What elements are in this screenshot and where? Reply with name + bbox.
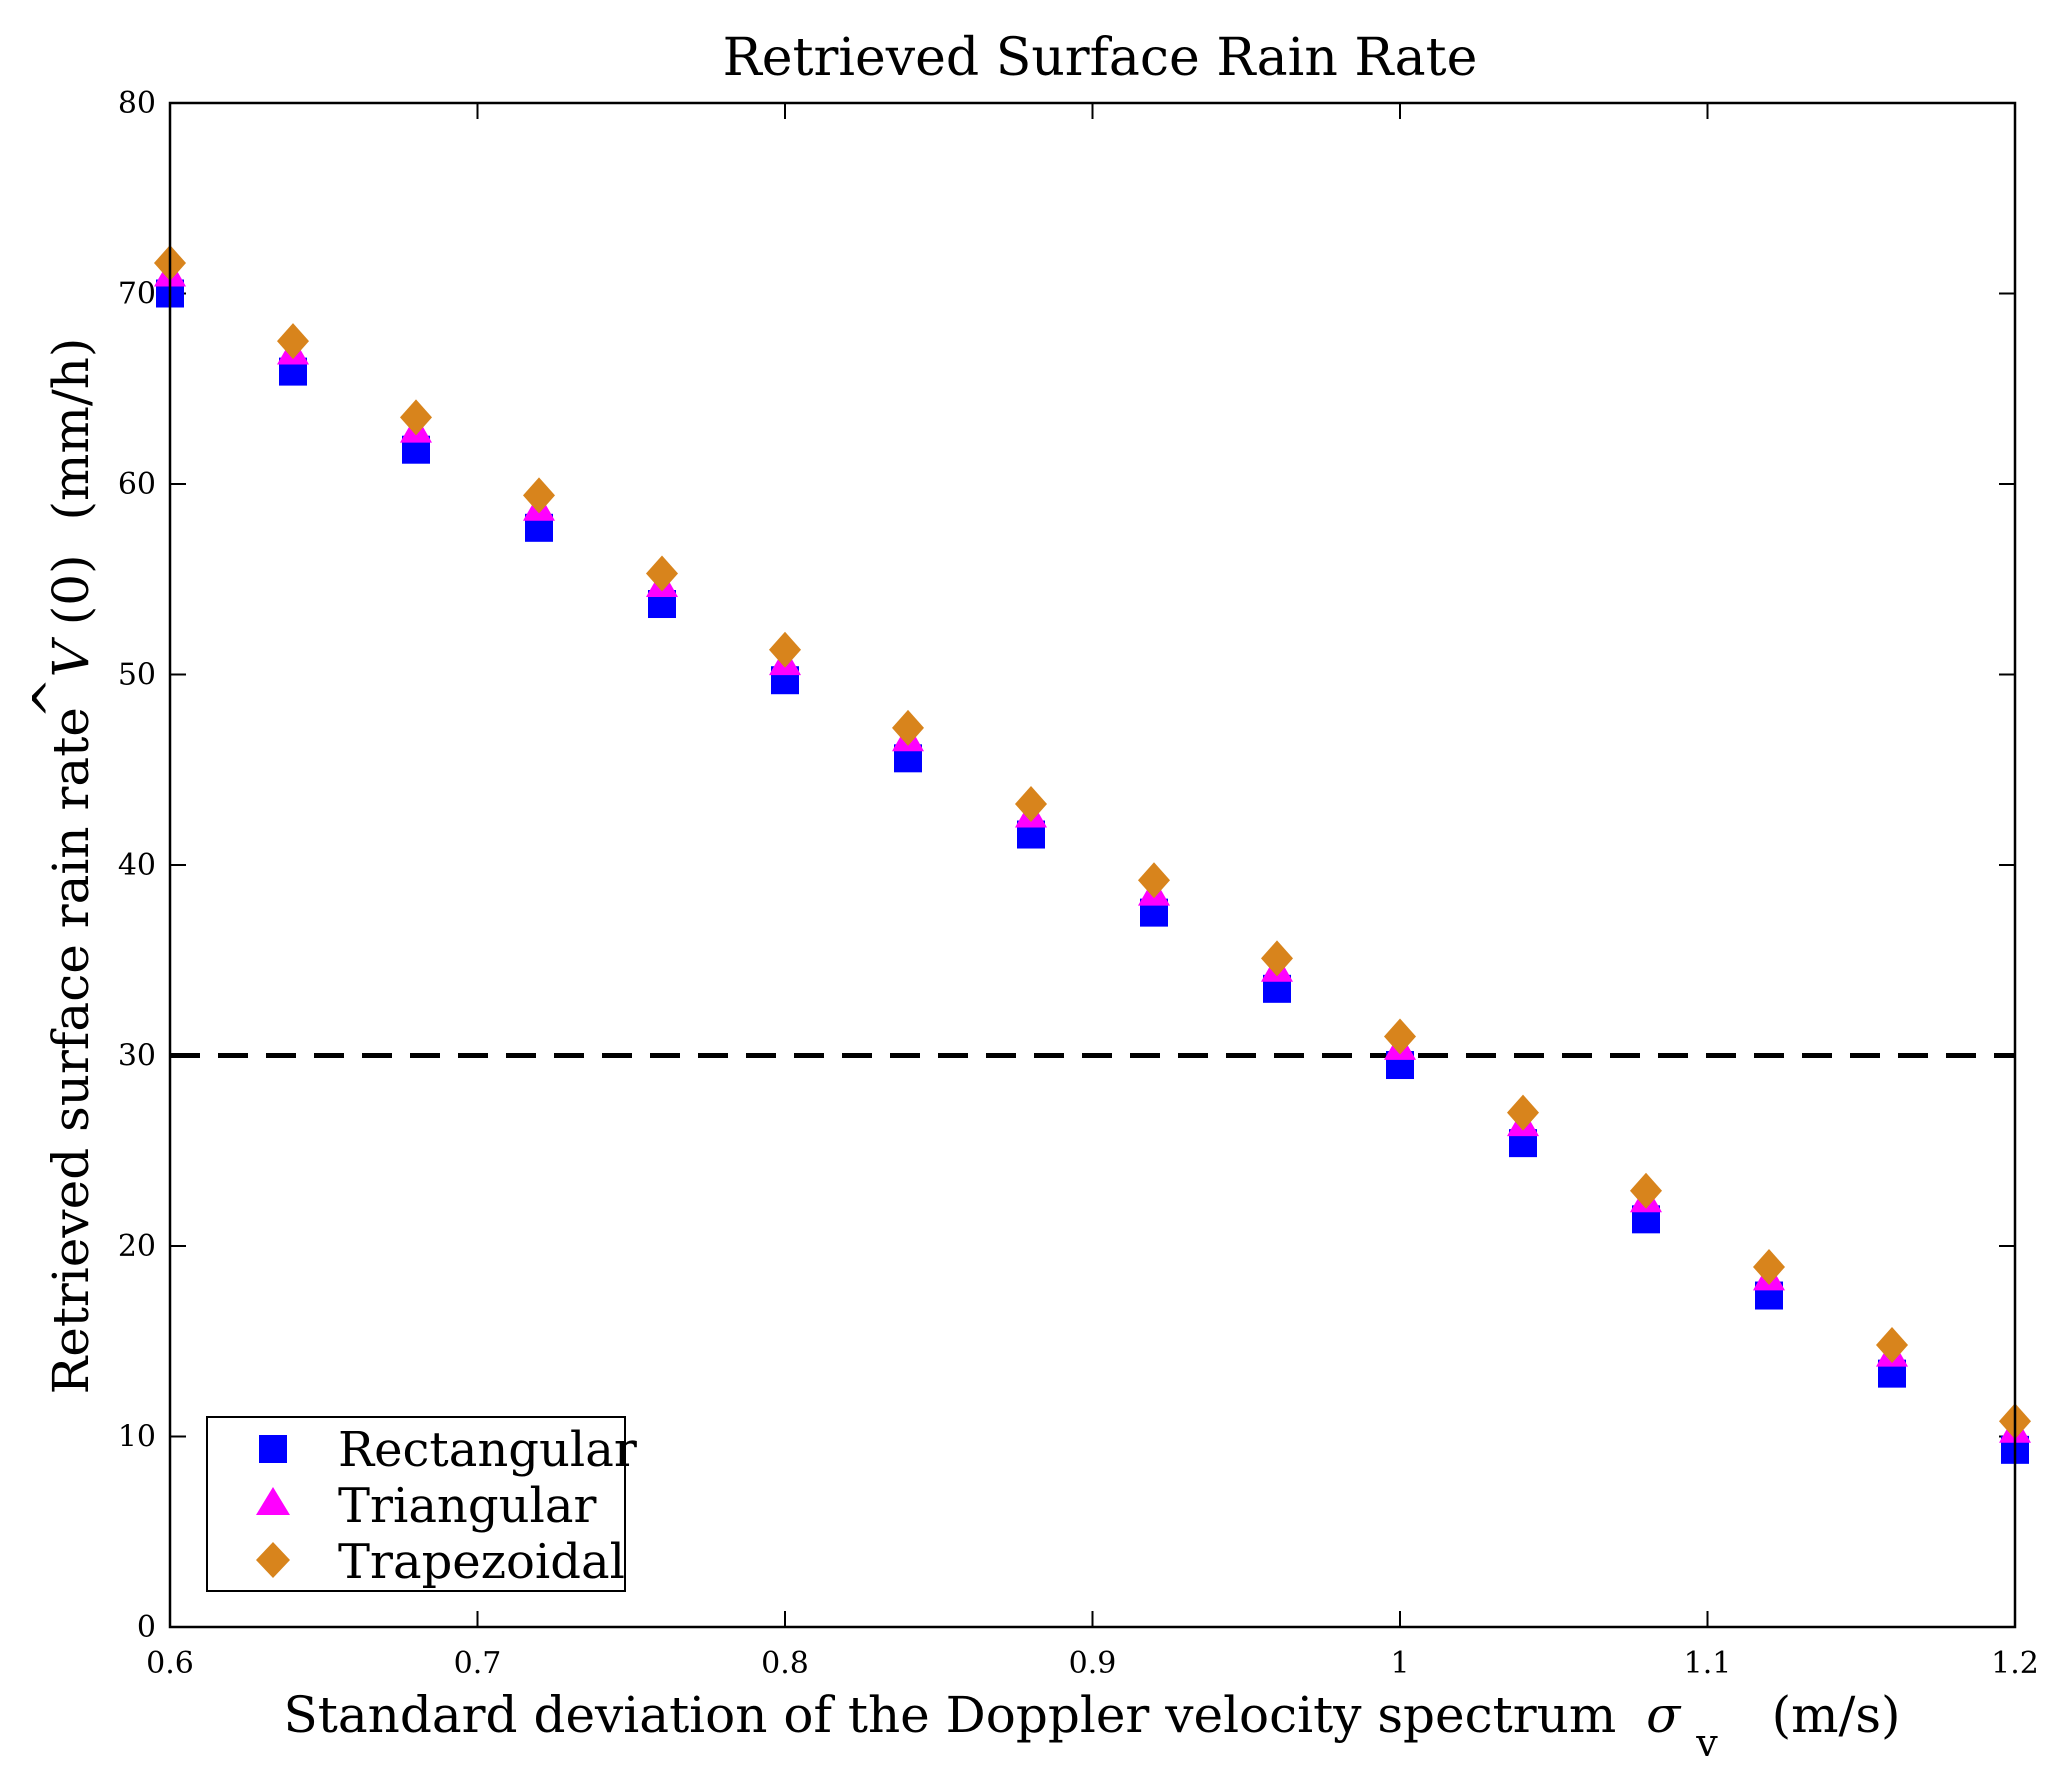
x-tick-label: 0.6 (146, 1646, 194, 1681)
y-tick-label: 80 (118, 86, 156, 121)
legend-label-rectangular: Rectangular (338, 1422, 637, 1478)
y-axis-label-text: Retrieved surface rain rate (42, 707, 100, 1394)
legend-marker-rectangular (259, 1435, 287, 1463)
x-axis-label-text: Standard deviation of the Doppler veloci… (283, 1686, 1616, 1744)
y-tick-label: 30 (118, 1039, 156, 1074)
y-axis-unit: (mm/h) (42, 338, 100, 521)
x-tick-label: 0.7 (454, 1646, 502, 1681)
trapezoidal-point (400, 399, 432, 436)
y-tick-label: 20 (118, 1229, 156, 1264)
trapezoidal-point (769, 631, 801, 668)
x-axis-unit: (m/s) (1772, 1686, 1901, 1744)
y-axis-symbol: V (42, 636, 100, 677)
legend-marker-triangular (256, 1487, 290, 1515)
trapezoidal-point (277, 323, 309, 360)
trapezoidal-point (1753, 1248, 1785, 1285)
y-axis-arg: (0) (42, 554, 100, 625)
tick-labels: 0.6 0.7 0.8 0.9 1 1.1 1.2 0 10 20 30 40 50 60 70 80 (118, 86, 2039, 1681)
trapezoidal-point (523, 477, 555, 514)
y-axis-label: Retrieved surface rain rate V (0) (mm/h) (42, 338, 100, 1395)
trapezoidal-point (1384, 1018, 1416, 1055)
x-tick-label: 1 (1390, 1646, 1409, 1681)
legend-label-trapezoidal: Trapezoidal (338, 1534, 625, 1590)
trapezoidal-point (1138, 862, 1170, 899)
trapezoidal-point (892, 709, 924, 746)
trapezoidal-point (1630, 1172, 1662, 1209)
y-tick-label: 60 (118, 467, 156, 502)
data-points (154, 245, 2031, 1464)
y-tick-label: 0 (137, 1610, 156, 1645)
legend: Rectangular Triangular Trapezoidal (206, 1416, 637, 1592)
x-axis-symbol: σ (1646, 1686, 1682, 1744)
legend-marker-trapezoidal (256, 1542, 290, 1578)
y-tick-label: 70 (118, 277, 156, 312)
x-axis-subscript: v (1695, 1721, 1718, 1765)
trapezoidal-point (1261, 940, 1293, 977)
chart-title: Retrieved Surface Rain Rate (723, 28, 1478, 88)
trapezoidal-point (646, 555, 678, 592)
x-tick-label: 1.1 (1684, 1646, 1732, 1681)
x-tick-label: 0.8 (761, 1646, 809, 1681)
y-tick-label: 40 (118, 848, 156, 883)
y-axis-hat: ^ (22, 677, 80, 719)
series-trapezoidal (154, 245, 2031, 1440)
trapezoidal-point (1015, 786, 1047, 823)
x-tick-label: 0.9 (1069, 1646, 1117, 1681)
y-tick-label: 10 (118, 1420, 156, 1455)
trapezoidal-point (1507, 1094, 1539, 1131)
plot-frame (168, 101, 2017, 1629)
legend-label-triangular: Triangular (338, 1478, 596, 1534)
y-tick-label: 50 (118, 658, 156, 693)
x-axis-label: Standard deviation of the Doppler veloci… (283, 1686, 1900, 1768)
trapezoidal-point (1876, 1327, 1908, 1364)
x-tick-label: 1.2 (1991, 1646, 2039, 1681)
